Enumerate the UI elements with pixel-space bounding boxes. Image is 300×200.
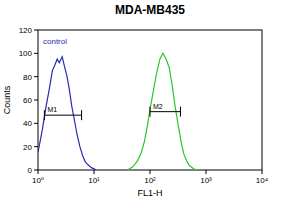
background <box>0 0 300 200</box>
y-tick-label: 120 <box>19 26 33 35</box>
x-tick-label: 10² <box>144 176 156 185</box>
y-tick <box>34 53 38 54</box>
y-tick <box>34 123 38 124</box>
title: MDA-MB435 <box>115 3 185 17</box>
x-tick-label: 10³ <box>200 176 212 185</box>
x-tick <box>38 170 39 174</box>
chart: MDA-MB435 10⁰ 10¹ 10² 10³ 10⁴ 0 20 40 60 80 100 120 F… <box>0 0 300 200</box>
gate-end <box>44 110 45 120</box>
gate-label: M2 <box>153 103 163 110</box>
gate-line <box>150 111 180 112</box>
histogram-line <box>38 57 96 170</box>
histogram-line <box>128 53 198 170</box>
plot-area <box>38 53 197 170</box>
x-tick <box>150 170 151 174</box>
y-tick <box>34 100 38 101</box>
gate-end <box>150 107 151 117</box>
x-tick <box>206 170 207 174</box>
y-tick <box>34 146 38 147</box>
plot-frame <box>38 30 262 170</box>
y-tick-label: 60 <box>23 96 32 105</box>
x-tick <box>94 170 95 174</box>
y-tick <box>34 170 38 171</box>
y-tick-label: 40 <box>23 119 32 128</box>
gate-label: M1 <box>47 106 57 113</box>
x-tick <box>262 170 263 174</box>
y-tick-label: 80 <box>23 73 32 82</box>
x-tick-label: 10⁴ <box>256 176 269 185</box>
x-axis-label: FL1-H <box>137 188 162 198</box>
gate-end <box>180 107 181 117</box>
gate-line <box>44 115 81 116</box>
x-tick-label: 10⁰ <box>32 176 44 185</box>
y-tick-label: 100 <box>19 49 33 58</box>
y-axis-label: Counts <box>2 85 12 114</box>
y-tick <box>34 76 38 77</box>
y-tick <box>34 30 38 31</box>
gate-end <box>81 110 82 120</box>
series-label: control <box>43 37 67 46</box>
y-tick-label: 0 <box>28 166 33 175</box>
y-tick-label: 20 <box>23 143 32 152</box>
x-tick-label: 10¹ <box>88 176 100 185</box>
